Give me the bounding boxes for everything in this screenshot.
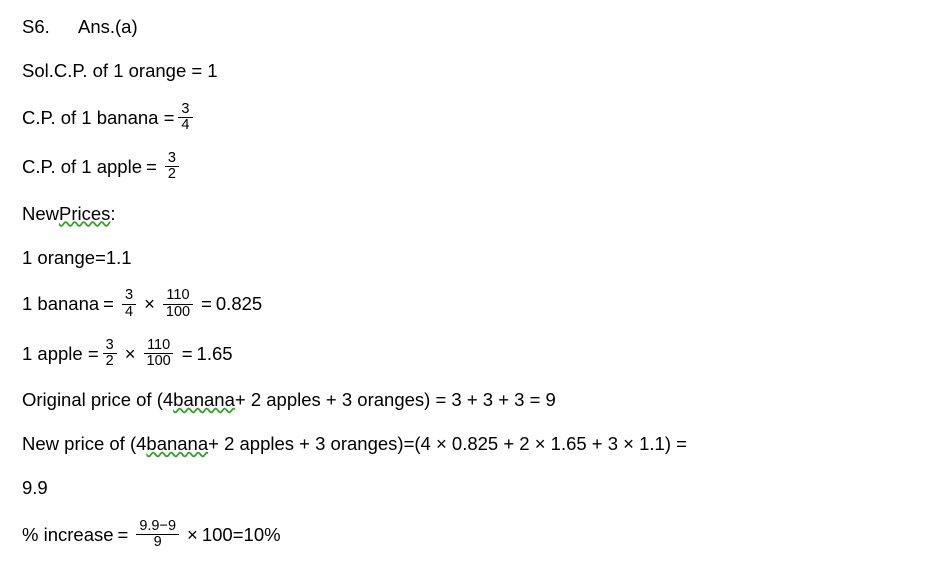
text: % increase xyxy=(22,522,114,548)
text: 10% xyxy=(244,522,281,548)
denominator: 2 xyxy=(103,354,117,369)
times: × xyxy=(144,291,155,317)
fraction-3-4: 3 4 xyxy=(122,288,136,319)
wavy-text: banana xyxy=(173,387,235,413)
numerator: 3 xyxy=(165,151,179,167)
fraction-110-100: 110 100 xyxy=(163,288,193,319)
text: 1 apple = xyxy=(22,341,99,367)
times: × xyxy=(125,341,136,367)
solution-block: S6. Ans.(a) Sol. C.P. of 1 orange = 1 C.… xyxy=(0,0,943,564)
text: : xyxy=(110,201,115,227)
text: 1.65 xyxy=(197,341,233,367)
numerator: 110 xyxy=(163,288,192,304)
line-8: Original price of (4 banana + 2 apples +… xyxy=(22,387,923,413)
fraction-3-2: 3 2 xyxy=(165,151,179,182)
equals: = xyxy=(95,245,106,271)
line-2: C.P. of 1 banana = 3 4 xyxy=(22,102,923,133)
numerator: 3 xyxy=(103,338,117,354)
fraction-diff: 9.9−9 9 xyxy=(136,519,179,550)
text: C.P. of 1 orange = 1 xyxy=(54,58,218,84)
line-9: New price of (4 banana + 2 apples + 3 or… xyxy=(22,431,923,457)
equals: = xyxy=(118,522,129,548)
numerator: 3 xyxy=(122,288,136,304)
fraction-110-100: 110 100 xyxy=(144,338,174,369)
line-3: C.P. of 1 apple = 3 2 xyxy=(22,151,923,182)
line-4: New Prices : xyxy=(22,201,923,227)
wavy-text: banana xyxy=(146,431,208,457)
text: 1 banana xyxy=(22,291,99,317)
numerator: 110 xyxy=(144,338,173,354)
text: C.P. of 1 apple xyxy=(22,154,142,180)
equals: = xyxy=(233,522,244,548)
equals: = xyxy=(146,154,157,180)
numerator: 9.9−9 xyxy=(136,519,179,535)
denominator: 100 xyxy=(144,354,174,369)
text: C.P. of 1 banana = xyxy=(22,105,174,131)
answer-label: Ans.(a) xyxy=(78,14,138,40)
equals: = xyxy=(201,291,212,317)
denominator: 4 xyxy=(122,305,136,320)
text: New price of (4 xyxy=(22,431,146,457)
text: 9.9 xyxy=(22,475,48,501)
text: 0.825 xyxy=(216,291,262,317)
times: × xyxy=(187,522,198,548)
line-5: 1 orange = 1.1 xyxy=(22,245,923,271)
solution-prefix: Sol. xyxy=(22,58,54,84)
text: 1 orange xyxy=(22,245,95,271)
equals: = xyxy=(182,341,193,367)
question-number: S6. xyxy=(22,14,78,40)
line-1: Sol. C.P. of 1 orange = 1 xyxy=(22,58,923,84)
fraction-3-2: 3 2 xyxy=(103,338,117,369)
line-9-result: 9.9 xyxy=(22,475,923,501)
denominator: 4 xyxy=(178,118,192,133)
header-row: S6. Ans.(a) xyxy=(22,14,923,40)
line-6: 1 banana = 3 4 × 110 100 = 0.825 xyxy=(22,288,923,319)
denominator: 9 xyxy=(151,535,165,550)
equals: = xyxy=(404,431,415,457)
line-10: % increase = 9.9−9 9 × 100 = 10% xyxy=(22,519,923,550)
text: (4 × 0.825 + 2 × 1.65 + 3 × 1.1) = xyxy=(414,431,687,457)
text: + 2 apples + 3 oranges) = 3 + 3 + 3 = 9 xyxy=(235,387,556,413)
text: 100 xyxy=(202,522,233,548)
fraction-3-4: 3 4 xyxy=(178,102,192,133)
text: Original price of (4 xyxy=(22,387,173,413)
text: + 2 apples + 3 oranges) xyxy=(208,431,403,457)
numerator: 3 xyxy=(178,102,192,118)
denominator: 2 xyxy=(165,167,179,182)
wavy-text: Prices xyxy=(59,201,110,227)
text: New xyxy=(22,201,59,227)
denominator: 100 xyxy=(163,305,193,320)
equals: = xyxy=(103,291,114,317)
text: 1.1 xyxy=(106,245,132,271)
line-7: 1 apple = 3 2 × 110 100 = 1.65 xyxy=(22,338,923,369)
